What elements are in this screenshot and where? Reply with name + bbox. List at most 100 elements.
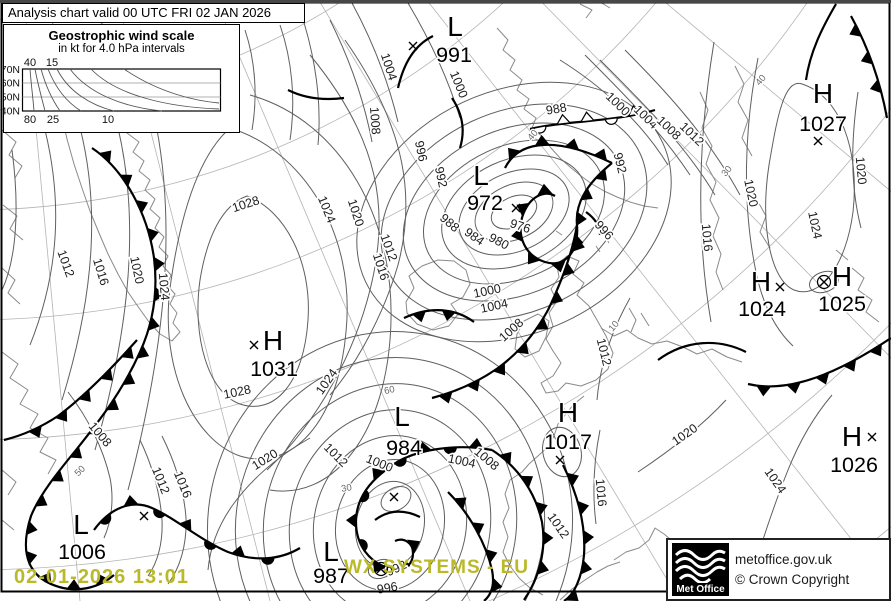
isobar-line [61, 119, 93, 401]
coastline [540, 255, 614, 394]
isobar-label: 1000 [447, 69, 470, 100]
isobar-line [329, 39, 407, 396]
met-office-logo: Met Office [672, 543, 729, 596]
cold-front-symbol [153, 286, 165, 302]
isobar-line [161, 435, 187, 585]
grid-label: 50 [73, 464, 88, 479]
isobar-line [312, 435, 468, 601]
pressure-center-cross-marker [813, 136, 823, 146]
cold-front-symbol [484, 548, 498, 564]
wind-scale-bottom-tick: 80 [24, 114, 36, 126]
front-line [396, 35, 434, 89]
wind-scale-lat-label: 70N [4, 64, 20, 76]
pressure-center-cross-marker [249, 340, 259, 350]
cold-front-symbol [25, 520, 38, 536]
isobar-label: 1020 [127, 255, 146, 285]
wind-scale-bottom-tick: 10 [102, 114, 114, 126]
cold-front-symbol [576, 500, 590, 516]
grid-label: 40 [753, 73, 768, 88]
pressure-center-letter: L [323, 536, 339, 567]
isobar-label: 1024 [315, 194, 338, 225]
isobar-label: 988 [545, 100, 568, 117]
wind-scale-top-tick: 40 [24, 57, 36, 69]
cold-front-symbol [535, 501, 548, 516]
cold-front-symbol [411, 310, 427, 323]
front-line [287, 89, 345, 101]
pressure-center-letter: H [813, 78, 833, 109]
cold-front-symbol [535, 316, 549, 330]
cold-front-symbol [136, 344, 150, 359]
timestamp-stamp: 02-01-2026 13:01 [14, 566, 190, 588]
cold-front-symbol [407, 539, 421, 554]
cold-front-symbol [527, 251, 541, 265]
cold-front-symbol [119, 174, 133, 188]
coastline [405, 259, 471, 331]
cold-front-symbol [69, 445, 83, 459]
cold-front-symbol [441, 309, 457, 322]
pressure-center-value: 984 [386, 436, 422, 460]
isobar-line [637, 399, 727, 473]
isobar-line [700, 41, 715, 323]
pressure-center-cross-marker [775, 282, 785, 292]
isobar-label: 988 [437, 211, 462, 235]
cold-front-symbol [534, 134, 550, 147]
cold-front-symbol [178, 518, 192, 533]
front-line [447, 491, 495, 601]
watermark: WX SYSTEMS - EU [344, 557, 529, 578]
pressure-center-cross-marker [376, 564, 386, 574]
cold-front-symbol [555, 113, 572, 126]
coastline [579, 1, 611, 19]
front-symbols [25, 23, 883, 601]
cold-front-symbol [594, 167, 608, 181]
warm-front-symbol [153, 508, 166, 519]
cold-front-symbol [77, 388, 91, 402]
pressure-center-cross-marker [139, 511, 149, 521]
warm-front-symbol [393, 456, 407, 467]
isobar-label: 1012 [149, 465, 172, 496]
cold-front-symbol [498, 451, 512, 466]
cold-front-symbol [508, 147, 521, 161]
chart-title: Analysis chart valid 00 UTC FRI 02 JAN 2… [8, 5, 271, 20]
warm-front-symbol [358, 489, 370, 503]
cold-front-symbol [519, 475, 534, 489]
coastline [502, 395, 585, 596]
pressure-center-letter: L [394, 401, 410, 432]
isobar-label: 1004 [631, 102, 661, 131]
isobar-label: 1028 [222, 382, 252, 401]
graticule-line [318, 0, 681, 601]
pressure-center-letter: L [73, 509, 89, 540]
isobar-line [422, 139, 606, 285]
pressure-center-value: 991 [436, 43, 472, 67]
pressure-center-value: 1027 [799, 112, 847, 136]
isobar-line [299, 9, 320, 146]
isobar-line [94, 104, 131, 451]
isobar-line [249, 94, 392, 492]
coastline [734, 65, 771, 249]
cold-front-symbol [122, 371, 136, 386]
metoffice-url[interactable]: metoffice.gov.uk [735, 552, 833, 567]
isobar-line [599, 59, 716, 196]
pressure-center-letter: H [751, 266, 771, 297]
cold-front-symbol [27, 424, 42, 438]
isobar-label: 1028 [230, 193, 261, 215]
pressure-center-value: 1025 [818, 292, 866, 316]
cold-front-symbol [786, 381, 802, 394]
cold-front-symbol [849, 23, 863, 37]
wind-scale-top-tick: 15 [46, 57, 58, 69]
cold-front-symbol [564, 138, 580, 151]
pressure-centers: L991L972H1027H1024H1025H1031L984H1017L10… [57, 10, 880, 590]
front-line [804, 3, 837, 81]
front-line [491, 449, 545, 601]
isobar-label: 1020 [669, 421, 700, 448]
warm-front-symbol [204, 539, 217, 550]
coastline [496, 27, 659, 209]
isobar-label: 996 [376, 579, 399, 596]
cold-front-symbol [583, 529, 595, 546]
front-line [93, 503, 301, 560]
